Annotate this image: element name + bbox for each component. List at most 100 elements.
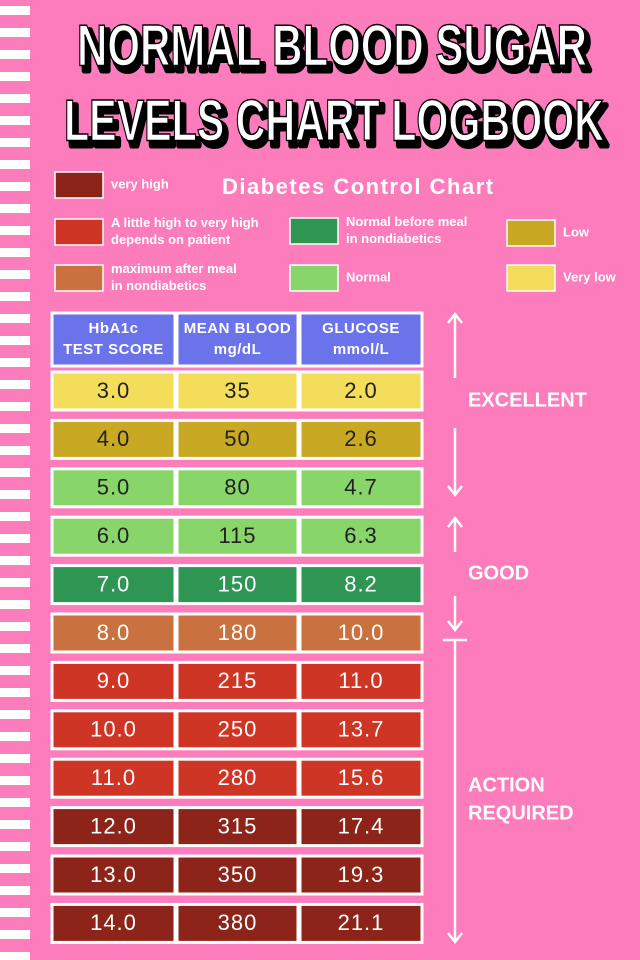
table-cell <box>175 370 300 412</box>
table-cell <box>298 757 424 799</box>
cell-text: 6.0 <box>97 523 131 548</box>
title-shadow: NORMAL BLOOD SUGAR <box>81 18 591 83</box>
table-cell <box>298 515 424 557</box>
range-arrows <box>443 311 467 945</box>
legend-label: maximum after meal <box>111 261 237 276</box>
cell-text: 8.0 <box>97 620 131 645</box>
subtitle: Diabetes Control Chart <box>222 174 495 199</box>
cell-text: 150 <box>218 571 258 596</box>
cell-text: 7.0 <box>97 571 131 596</box>
range-label: ACTION <box>468 774 545 796</box>
table-cell <box>50 612 177 654</box>
table-cell <box>50 757 177 799</box>
legend-label: Normal <box>346 269 391 284</box>
table-cell <box>298 660 424 702</box>
header-text: GLUCOSE <box>322 320 400 337</box>
header-text: mmol/L <box>333 341 389 358</box>
cell-text: 10.0 <box>90 717 137 742</box>
table-cell <box>175 612 300 654</box>
cell-text: 2.0 <box>344 378 378 403</box>
cell-text: 11.0 <box>91 765 136 790</box>
cell-text: 15.6 <box>338 765 385 790</box>
title: LEVELS CHART LOGBOOK <box>64 88 604 153</box>
cell-text: 350 <box>218 862 258 887</box>
legend-label: in nondiabetics <box>346 231 441 246</box>
header-text: mg/dL <box>214 341 262 358</box>
cell-text: 19.3 <box>338 862 385 887</box>
cell-text: 215 <box>218 668 258 693</box>
cell-text: 14.0 <box>90 910 137 935</box>
table-cell <box>298 467 424 509</box>
table-cell <box>50 564 177 606</box>
legend-label: very high <box>111 176 169 191</box>
table-cell <box>175 902 300 944</box>
cell-text: 35 <box>224 378 250 403</box>
header-text: HbA1c <box>88 320 138 337</box>
cell-text: 2.6 <box>344 426 378 451</box>
table-cell <box>175 660 300 702</box>
table-cell <box>298 370 424 412</box>
title-shadow: LEVELS CHART LOGBOOK <box>68 93 608 158</box>
legend-label: A little high to very high <box>111 215 259 230</box>
table-cell <box>175 564 300 606</box>
table-cell <box>175 467 300 509</box>
cell-text: 9.0 <box>97 668 131 693</box>
header-text: MEAN BLOOD <box>184 320 292 337</box>
binding <box>0 0 30 960</box>
legend-label: Low <box>563 224 590 239</box>
cell-text: 13.0 <box>90 862 137 887</box>
cell-text: 17.4 <box>338 813 385 838</box>
table-cell <box>50 370 177 412</box>
cell-text: 180 <box>218 620 258 645</box>
cell-text: 80 <box>224 475 250 500</box>
table-cell <box>175 709 300 751</box>
table-cell <box>50 806 177 848</box>
cell-text: 21.1 <box>338 910 385 935</box>
range-label: EXCELLENT <box>468 389 587 411</box>
table-cell <box>298 612 424 654</box>
cell-text: 10.0 <box>338 620 385 645</box>
cell-text: 5.0 <box>97 475 131 500</box>
legend-label: Normal before meal <box>346 214 467 229</box>
header-cell <box>175 311 300 368</box>
cell-text: 8.2 <box>344 571 378 596</box>
table-cell <box>50 660 177 702</box>
legend-label: in nondiabetics <box>111 278 206 293</box>
table-cell <box>175 515 300 557</box>
table-cell <box>298 564 424 606</box>
cell-text: 315 <box>218 813 258 838</box>
legend-swatch <box>54 264 104 292</box>
cell-text: 3.0 <box>97 378 131 403</box>
table-cell <box>298 806 424 848</box>
range-label: GOOD <box>468 562 529 584</box>
legend-swatch <box>506 264 556 292</box>
table-cell <box>298 709 424 751</box>
cell-text: 280 <box>218 765 258 790</box>
header-cell <box>50 311 177 368</box>
cell-text: 6.3 <box>344 523 378 548</box>
header-text: TEST SCORE <box>63 341 164 358</box>
table-cell <box>298 418 424 460</box>
legend-swatch <box>54 218 104 246</box>
legend-label: depends on patient <box>111 232 231 247</box>
cell-text: 11.0 <box>338 668 383 693</box>
legend-swatch <box>506 219 556 247</box>
cell-text: 380 <box>218 910 258 935</box>
range-label: REQUIRED <box>468 802 574 824</box>
table-cell <box>50 418 177 460</box>
table-cell <box>50 902 177 944</box>
table-cell <box>298 902 424 944</box>
title: NORMAL BLOOD SUGAR <box>77 13 587 78</box>
table-cell <box>50 467 177 509</box>
legend-swatch <box>54 171 104 199</box>
table-cell <box>298 854 424 896</box>
table-cell <box>175 757 300 799</box>
cell-text: 12.0 <box>90 813 137 838</box>
cell-text: 115 <box>218 523 256 548</box>
header-cell <box>298 311 424 368</box>
table-cell <box>50 709 177 751</box>
cell-text: 250 <box>218 717 258 742</box>
cell-text: 4.0 <box>97 426 131 451</box>
